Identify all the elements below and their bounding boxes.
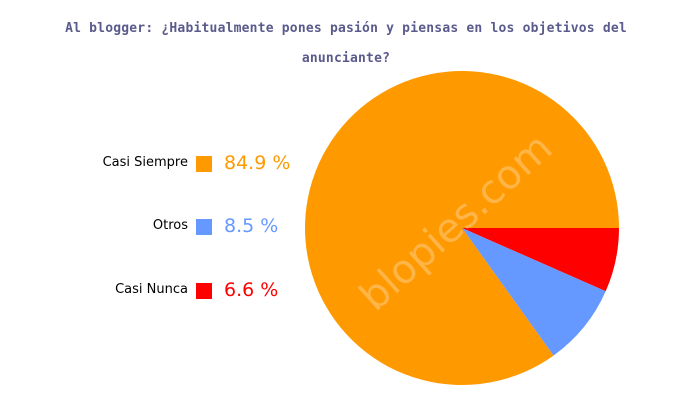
chart-title: Al blogger: ¿Habitualmente pones pasión … <box>0 14 692 74</box>
pie-slices <box>305 70 619 385</box>
legend-value-casi-siempre: 84.9 % <box>224 152 291 174</box>
pie-slice-casi-siempre <box>305 70 619 385</box>
chart-title-line-1: Al blogger: ¿Habitualmente pones pasión … <box>65 21 627 36</box>
chart-title-line-2: anunciante? <box>301 51 391 66</box>
legend-swatch-casi-nunca <box>196 283 212 299</box>
legend-label-casi-siempre: Casi Siempre <box>102 155 188 170</box>
legend-swatch-otros <box>196 219 212 235</box>
pie-slice-casi-nunca <box>462 228 619 292</box>
legend-label-otros: Otros <box>152 218 188 233</box>
legend-item-casi-nunca: Casi Nunca 6.6 % <box>0 279 300 303</box>
pie-slice-otros <box>462 228 606 356</box>
legend-label-casi-nunca: Casi Nunca <box>115 282 188 297</box>
legend-item-casi-siempre: Casi Siempre 84.9 % <box>0 152 300 176</box>
legend-item-otros: Otros 8.5 % <box>0 215 300 239</box>
legend-value-casi-nunca: 6.6 % <box>224 279 279 301</box>
chart-legend: Casi Siempre 84.9 % Otros 8.5 % Casi Nun… <box>0 0 300 410</box>
legend-value-otros: 8.5 % <box>224 215 279 237</box>
legend-swatch-casi-siempre <box>196 156 212 172</box>
